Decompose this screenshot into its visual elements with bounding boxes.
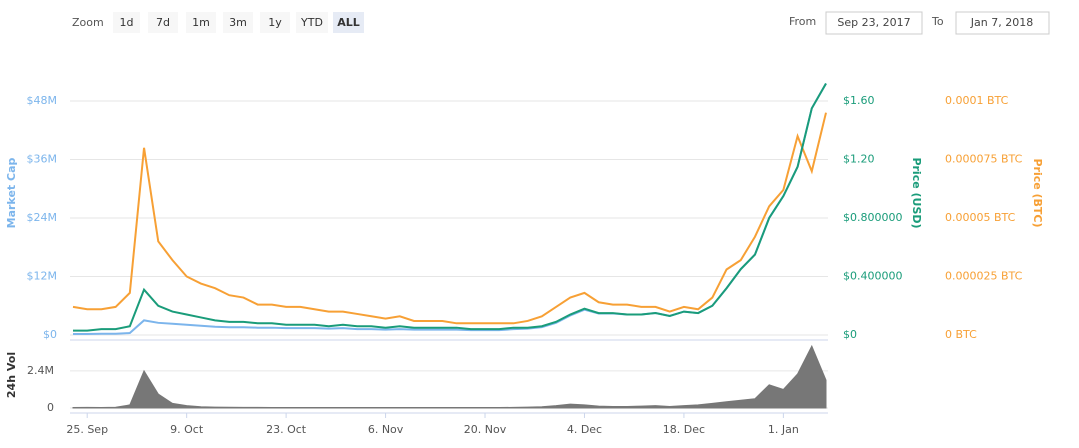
from-label: From (789, 15, 816, 28)
x-tick-label: 6. Nov (368, 423, 404, 436)
zoom-button[interactable] (186, 12, 216, 33)
zoom-button[interactable] (113, 12, 140, 33)
zoom-button-label[interactable]: 7d (156, 16, 170, 29)
y-tick-label: 2.4M (27, 364, 54, 377)
axis-title: 24h Vol (5, 352, 18, 398)
y2-tick-label: $1.20 (843, 153, 875, 166)
y3-tick-label: 0 BTC (945, 328, 977, 341)
y-tick-label: $24M (27, 211, 58, 224)
series-line (72, 112, 827, 325)
axis-title: Market Cap (5, 158, 18, 229)
axis-title: Price (USD) (910, 157, 923, 228)
x-tick-label: 9. Oct (170, 423, 204, 436)
zoom-button[interactable] (148, 12, 178, 33)
y-tick-label: 0 (47, 401, 54, 414)
zoom-button[interactable] (296, 12, 328, 33)
x-tick-label: 20. Nov (464, 423, 507, 436)
y-tick-label: $0 (43, 328, 57, 341)
to-value[interactable]: Jan 7, 2018 (970, 16, 1033, 29)
y2-tick-label: $0.400000 (843, 270, 903, 283)
zoom-button-label[interactable]: 1m (192, 16, 210, 29)
from-value[interactable]: Sep 23, 2017 (837, 16, 910, 29)
x-tick-label: 4. Dec (567, 423, 602, 436)
to-label: To (931, 15, 944, 28)
x-tick-label: 25. Sep (66, 423, 108, 436)
zoom-label: Zoom (72, 16, 104, 29)
y2-tick-label: $1.60 (843, 94, 875, 107)
y3-tick-label: 0.000025 BTC (945, 270, 1023, 283)
volume-area (72, 344, 827, 409)
y2-tick-label: $0.800000 (843, 211, 903, 224)
zoom-button-label[interactable]: YTD (300, 16, 323, 29)
x-tick-label: 1. Jan (768, 423, 799, 436)
zoom-button[interactable] (333, 12, 364, 33)
zoom-button[interactable] (260, 12, 290, 33)
from-input[interactable] (825, 11, 923, 35)
axis-title: Price (BTC) (1031, 158, 1044, 227)
to-input[interactable] (955, 11, 1050, 35)
zoom-button-label[interactable]: ALL (337, 16, 360, 29)
y3-tick-label: 0.0001 BTC (945, 94, 1009, 107)
y-tick-label: $36M (27, 153, 58, 166)
zoom-button-label[interactable]: 1y (268, 16, 282, 29)
x-tick-label: 23. Oct (266, 423, 307, 436)
y3-tick-label: 0.00005 BTC (945, 211, 1016, 224)
zoom-button-label[interactable]: 3m (229, 16, 247, 29)
series-line (73, 82, 827, 332)
y-tick-label: $12M (27, 270, 58, 283)
y-tick-label: $48M (27, 94, 58, 107)
y2-tick-label: $0 (843, 328, 857, 341)
y3-tick-label: 0.000075 BTC (945, 153, 1023, 166)
zoom-button-label[interactable]: 1d (120, 16, 134, 29)
zoom-button[interactable] (223, 12, 253, 33)
x-tick-label: 18. Dec (663, 423, 705, 436)
